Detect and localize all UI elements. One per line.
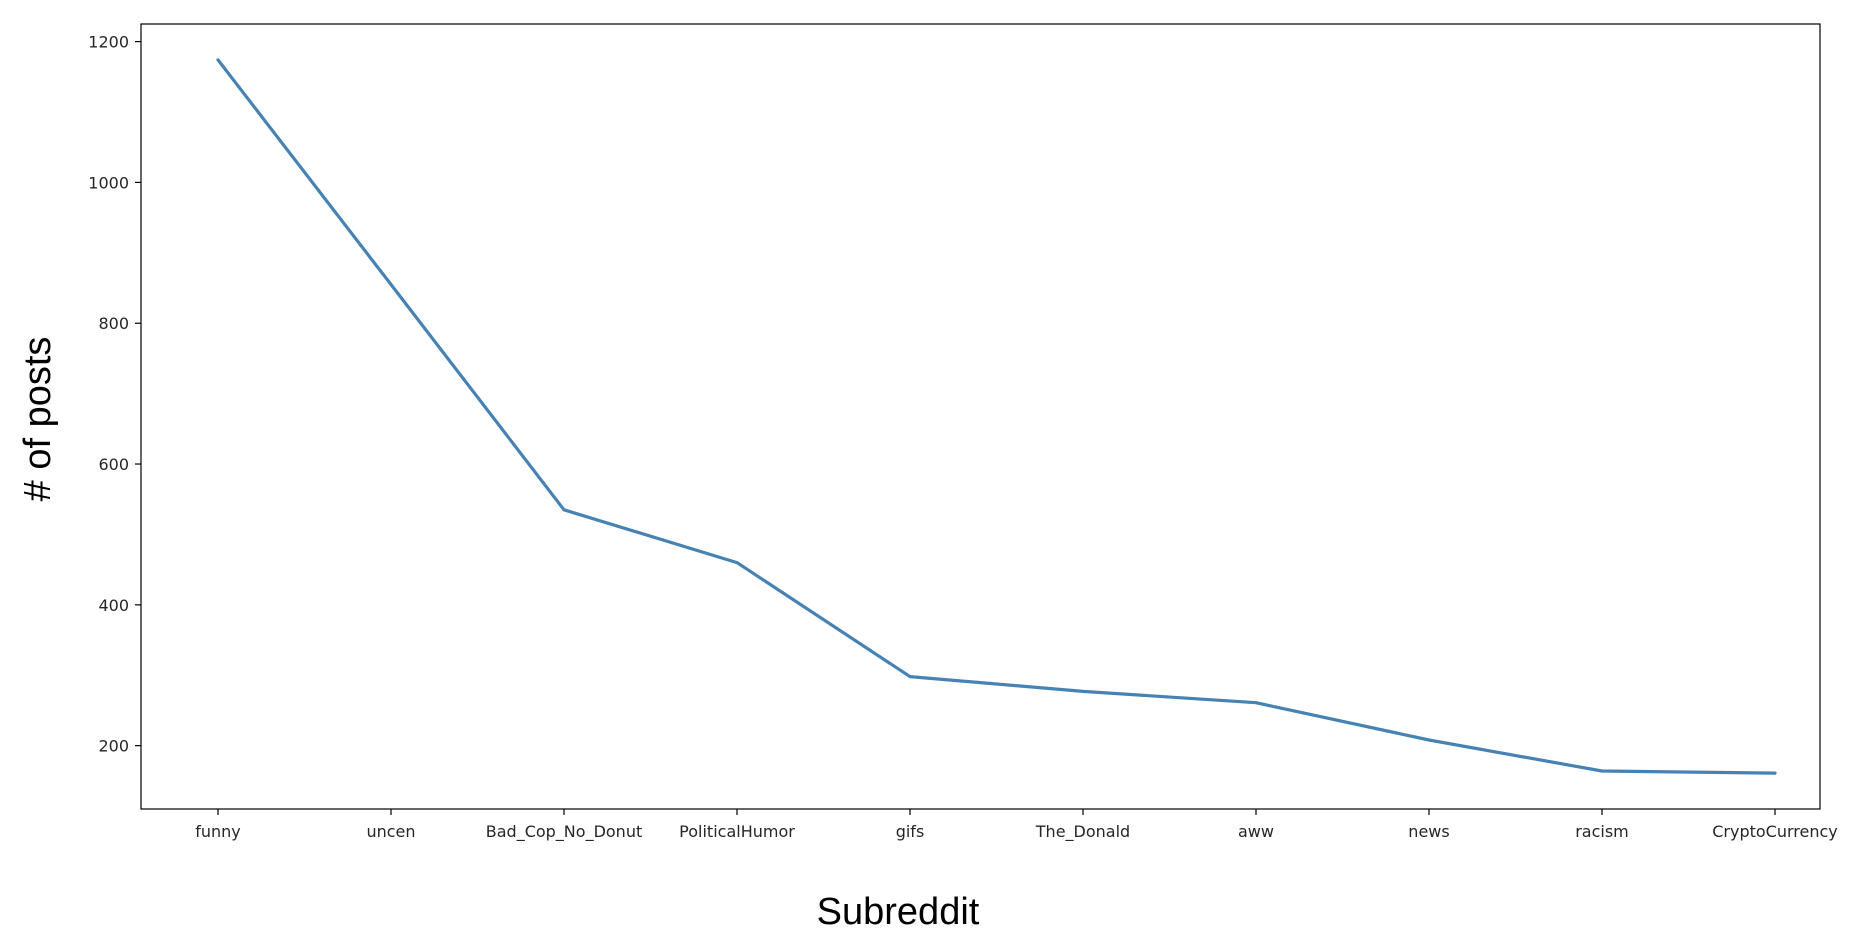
x-tick-label: CryptoCurrency <box>1712 822 1838 841</box>
x-tick-label: gifs <box>896 822 925 841</box>
y-axis-title: # of posts <box>17 337 59 502</box>
x-tick-label: news <box>1408 822 1449 841</box>
plot-area <box>140 23 1821 810</box>
x-tick-label: uncen <box>366 822 415 841</box>
y-tick-label: 1200 <box>88 33 129 52</box>
y-tick-label: 1000 <box>88 173 129 192</box>
x-axis: funny uncen Bad_Cop_No_Donut PoliticalHumor… <box>195 809 1838 842</box>
x-tick-label: funny <box>195 822 241 841</box>
y-tick-label: 400 <box>98 596 129 615</box>
x-tick-label: PoliticalHumor <box>679 822 795 841</box>
y-tick-label: 800 <box>98 314 129 333</box>
x-tick-label: racism <box>1575 822 1629 841</box>
y-tick-label: 200 <box>98 737 129 756</box>
x-tick-label: aww <box>1238 822 1274 841</box>
x-axis-title: Subreddit <box>817 891 980 933</box>
x-tick-label: Bad_Cop_No_Donut <box>486 822 642 842</box>
series-line <box>216 58 1777 775</box>
y-axis: 200 400 600 800 1000 1200 <box>88 33 141 756</box>
x-tick-label: The_Donald <box>1035 822 1130 842</box>
y-tick-label: 600 <box>98 455 129 474</box>
